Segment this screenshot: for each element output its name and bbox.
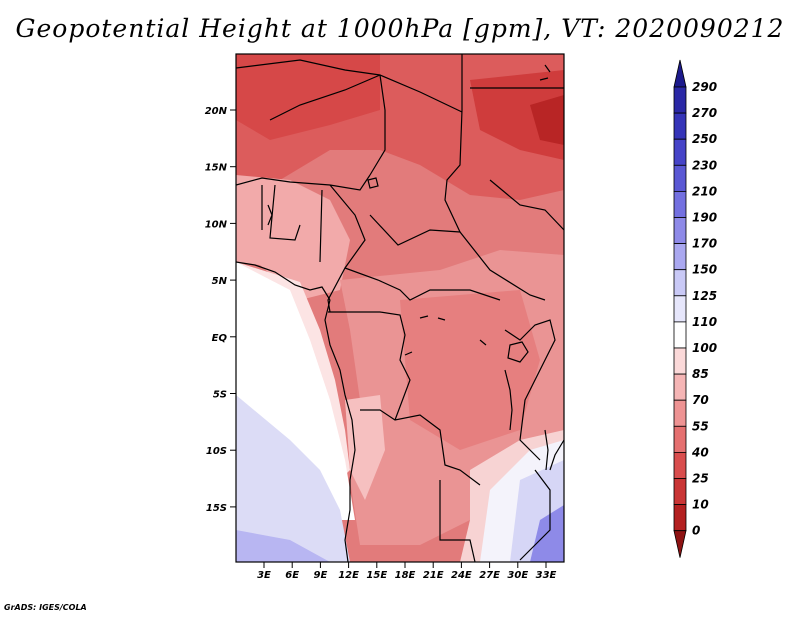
lat-tick-label: 10S (206, 446, 227, 457)
colorbar-box (673, 451, 687, 479)
ethiopia-coast-fragments (539, 64, 551, 81)
lakes-congo-interior (404, 315, 487, 356)
lake-victoria (507, 341, 529, 363)
colorbar-box (673, 138, 687, 166)
border-gabon-congo (328, 311, 411, 421)
lon-tick-label: 15E (366, 570, 387, 581)
map-frame (235, 53, 565, 563)
field-ocean-southwest-deep (236, 530, 330, 562)
border-mali-niger (269, 74, 381, 121)
colorbar-box (673, 425, 687, 453)
coastline-west-africa (236, 261, 331, 301)
lake-volta (267, 204, 273, 226)
border-car-sudan (369, 214, 546, 301)
lon-tick-label: 12E (338, 570, 359, 581)
longitude-axis: 3E 6E 9E 12E 15E 18E 21E 24E 27E 30E 33E (257, 562, 557, 581)
lon-tick-label: 9E (314, 570, 328, 581)
colorbar-level-label: 40 (691, 445, 709, 459)
colorbar-box (673, 217, 687, 245)
colorbar-box (673, 504, 687, 532)
border-west-africa-north (236, 174, 371, 191)
colorbar-level-label: 230 (692, 158, 717, 172)
border-libya-chad (369, 74, 386, 176)
colorbar-box (673, 373, 687, 401)
colorbar-level-label: 210 (692, 184, 717, 198)
border-mozambique (519, 469, 551, 561)
border-nigeria-cameroon (327, 184, 366, 313)
border-angola-zambia (439, 480, 476, 562)
colorbar-box (673, 190, 687, 218)
colorbar-box (673, 86, 687, 114)
colorbar-box (673, 399, 687, 427)
colorbar-box (673, 295, 687, 323)
colorbar-level-label: 250 (692, 132, 717, 146)
colorbar-level-label: 190 (692, 211, 717, 225)
colorbar-level-label: 150 (692, 263, 717, 277)
lon-tick-label: 6E (285, 570, 299, 581)
field-angola-lowland (345, 395, 385, 500)
colorbar-box (673, 347, 687, 375)
lat-tick-label: 5N (212, 276, 228, 287)
coastline-east-coast (549, 439, 564, 471)
lat-tick-label: 10N (205, 219, 228, 230)
border-drc-west (360, 409, 481, 486)
colorbar-level-label: 100 (692, 341, 717, 355)
lon-tick-label: 3E (257, 570, 271, 581)
colorbar-top-triangle (673, 59, 687, 88)
colorbar-level-label: 25 (692, 472, 709, 486)
field-ocean-southwest (236, 395, 350, 562)
lat-tick-label: 5S (213, 390, 227, 401)
colorbar-level-label: 290 (692, 80, 717, 94)
colorbar-box (673, 269, 687, 297)
colorbar-level-label: 270 (692, 106, 717, 120)
lon-tick-label: 27E (479, 570, 500, 581)
colorbar-level-label: 85 (692, 367, 709, 381)
border-chad-east (444, 54, 463, 233)
colorbar-box (673, 321, 687, 349)
lon-tick-label: 33E (536, 570, 557, 581)
colorbar-box (673, 243, 687, 271)
lat-tick-label: 15S (206, 503, 227, 514)
border-lakes-region (504, 319, 556, 461)
lake-tanganyika (504, 369, 513, 431)
lake-malawi (544, 429, 549, 471)
field-north-darkest (530, 95, 564, 145)
grads-credit: GrADS: IGES/COLA (4, 603, 87, 612)
field-central-warm (400, 290, 540, 450)
border-sudan-ethiopia (489, 179, 564, 231)
colorbar-level-label: 55 (692, 419, 709, 433)
colorbar-level-label: 170 (692, 237, 717, 251)
lon-tick-label: 18E (395, 570, 416, 581)
colorbar-level-label: 0 (692, 524, 700, 538)
border-cameroon-car (344, 267, 501, 301)
colorbar: 2902702502302101901701501251101008570554… (673, 59, 717, 558)
border-west-africa-coast-states (261, 184, 323, 263)
lat-tick-label: 15N (205, 163, 228, 174)
coastlines-borders (236, 54, 564, 562)
chart-title: Geopotential Height at 1000hPa [gpm], VT… (15, 14, 785, 43)
border-niger-chad-north (236, 59, 463, 113)
latitude-axis: 20N 15N 10N 5N EQ 5S 10S 15S (205, 106, 236, 514)
colorbar-bottom-triangle (673, 530, 687, 558)
coastline-gulf-of-guinea (324, 299, 356, 562)
colorbar-level-label: 125 (692, 289, 717, 303)
colorbar-box (673, 164, 687, 192)
colorbar-box (673, 112, 687, 140)
lon-tick-label: 24E (451, 570, 472, 581)
lon-tick-label: 30E (507, 570, 528, 581)
lon-tick-label: 21E (423, 570, 444, 581)
height-field (236, 54, 564, 562)
colorbar-level-label: 10 (692, 498, 709, 512)
lake-chad (367, 177, 379, 189)
colorbar-level-label: 70 (692, 393, 709, 407)
lat-tick-label: 20N (205, 106, 228, 117)
lat-tick-label: EQ (212, 333, 228, 344)
colorbar-level-label: 110 (692, 315, 717, 329)
colorbar-box (673, 478, 687, 506)
